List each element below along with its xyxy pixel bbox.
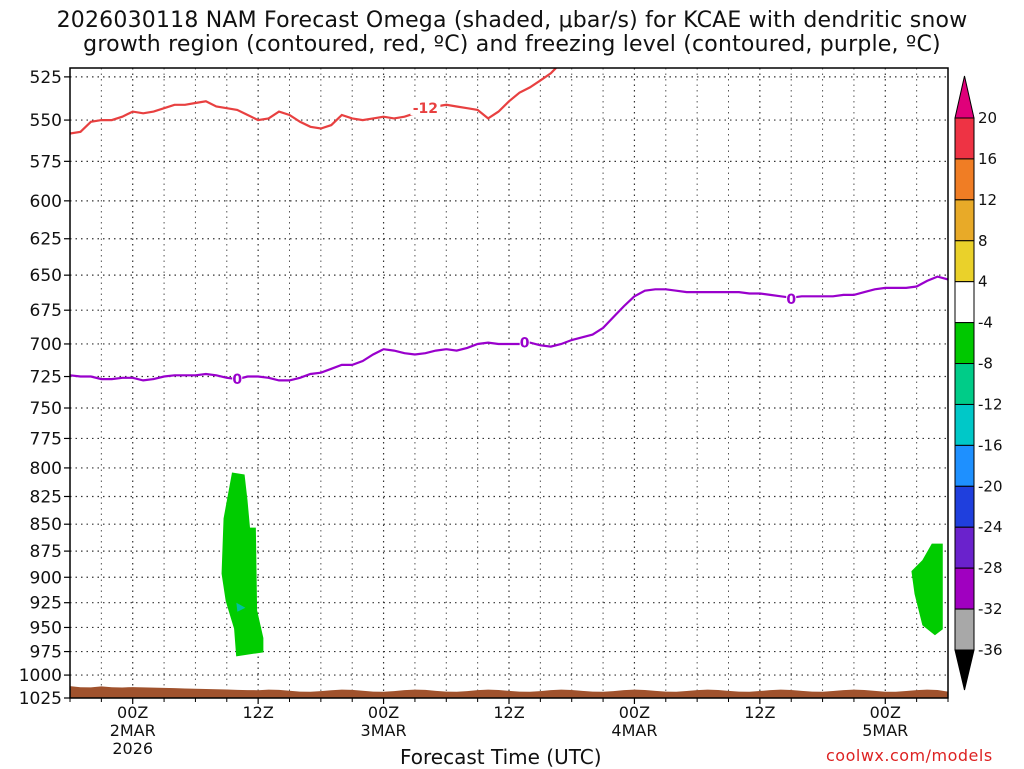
x-tick-label: 00Z [368, 703, 399, 722]
x-tick-date: 3MAR [361, 721, 407, 740]
colorbar-label: -24 [978, 518, 1003, 536]
colorbar-segment [954, 199, 975, 242]
colorbar-segment [954, 608, 975, 651]
colorbar-label: -28 [978, 559, 1003, 577]
y-tick-label: 900 [30, 568, 62, 588]
y-tick-label: 925 [30, 594, 62, 614]
omega-shaded-region [221, 472, 264, 657]
x-tick-label: 12Z [493, 703, 524, 722]
chart-title-line-2: growth region (contoured, red, ºC) and f… [83, 32, 941, 57]
y-tick-label: 650 [30, 266, 62, 286]
contour-label-bg [410, 100, 441, 116]
colorbar-bottom-arrow [954, 649, 975, 691]
colorbar-label: 16 [978, 150, 997, 168]
omega-teal-patch [236, 602, 246, 612]
plot-area: -12 0 0 0 [70, 68, 948, 698]
colorbar-segment [954, 363, 975, 405]
y-tick-label: 525 [30, 68, 62, 88]
dendritic-growth-contour [70, 68, 557, 135]
chart-title-line-1: 2026030118 NAM Forecast Omega (shaded, μ… [56, 8, 968, 33]
colorbar-segment [954, 158, 975, 201]
x-tick-date: 2MAR [110, 721, 156, 740]
colorbar-label: -16 [978, 436, 1003, 454]
colorbar-label: -8 [978, 355, 993, 373]
colorbar-top-arrow [954, 75, 975, 119]
y-tick-label: 575 [30, 152, 62, 172]
colorbar-label: -32 [978, 600, 1003, 618]
colorbar-label: 4 [978, 273, 988, 291]
colorbar-segment [954, 322, 975, 365]
y-tick-label: 1000 [19, 666, 62, 686]
colorbar-label: -12 [978, 395, 1003, 413]
terrain-fill [70, 686, 948, 698]
y-tick-label: 825 [30, 487, 62, 507]
y-tick-label: 725 [30, 368, 62, 388]
x-tick-label: 00Z [870, 703, 901, 722]
contour-label-bg [519, 334, 530, 350]
colorbar-label: 20 [978, 109, 997, 127]
y-tick-label: 750 [30, 399, 62, 419]
colorbar-segment [954, 444, 975, 487]
contour-label-bg [786, 291, 797, 307]
y-tick-label: 700 [30, 335, 62, 355]
omega-shaded-region [911, 543, 943, 636]
colorbar-segment [954, 485, 975, 528]
contour-label: 0 [232, 372, 242, 388]
colorbar-label: -36 [978, 641, 1003, 659]
y-tick-label: 775 [30, 429, 62, 449]
contour-label-bg [232, 371, 243, 387]
y-tick-label: 675 [30, 301, 62, 321]
y-tick-label: 875 [30, 542, 62, 562]
x-tick-label: 12Z [744, 703, 775, 722]
colorbar-segment [954, 526, 975, 569]
x-tick-date: 4MAR [611, 721, 657, 740]
colorbar-segment [954, 403, 975, 446]
x-tick-label: 12Z [242, 703, 273, 722]
colorbar-label: 8 [978, 232, 988, 250]
x-tick-label: 00Z [619, 703, 650, 722]
y-tick-label: 950 [30, 618, 62, 638]
colorbar-label: -20 [978, 477, 1003, 495]
y-tick-label: 975 [30, 643, 62, 663]
contour-label: -12 [413, 101, 438, 117]
y-tick-label: 850 [30, 515, 62, 535]
contour-label: 0 [786, 292, 796, 308]
x-tick-year: 2026 [112, 739, 153, 758]
contour-label: 0 [520, 336, 530, 352]
y-tick-label: 1025 [19, 689, 62, 709]
x-tick-label: 00Z [117, 703, 148, 722]
freezing-level-contour [70, 275, 948, 382]
x-axis-label: Forecast Time (UTC) [400, 745, 602, 769]
colorbar-segment [954, 117, 975, 160]
credit-link[interactable]: coolwx.com/models [826, 746, 993, 765]
colorbar-segment [954, 240, 975, 283]
colorbar-label: 12 [978, 191, 997, 209]
y-tick-label: 550 [30, 111, 62, 131]
x-tick-date: 5MAR [862, 721, 908, 740]
colorbar-label: -4 [978, 314, 993, 332]
y-tick-label: 625 [30, 230, 62, 250]
colorbar-segment [954, 281, 975, 324]
colorbar-segment [954, 567, 975, 610]
y-tick-label: 600 [30, 192, 62, 212]
y-tick-label: 800 [30, 459, 62, 479]
